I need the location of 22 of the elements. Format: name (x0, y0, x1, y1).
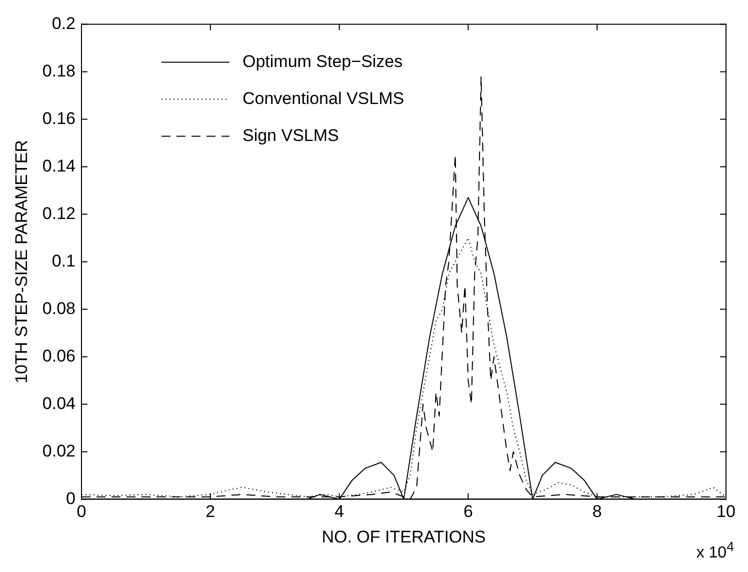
x-tick-label: 10 (716, 502, 736, 522)
y-tick-label: 0.2 (52, 14, 76, 33)
y-tick-label: 0.06 (42, 346, 76, 366)
x-tick-label: 6 (463, 502, 473, 522)
y-tick-label: 0.02 (42, 441, 76, 460)
y-tick-label: 0 (66, 488, 76, 508)
x-tick-label: 2 (206, 502, 216, 522)
y-axis-title: 10TH STEP-SIZE PARAMETER (12, 140, 31, 384)
y-tick-label: 0.1 (52, 251, 76, 270)
y-tick-label: 0.08 (42, 298, 76, 318)
y-tick-label: 0.12 (42, 204, 76, 223)
y-tick-label: 0.18 (42, 61, 76, 80)
y-tick-label: 0.16 (42, 108, 76, 128)
legend-label: Conventional VSLMS (242, 88, 404, 108)
text: x 10$^{4}$ (696, 538, 734, 562)
x-axis-title: NO. OF ITERATIONS (322, 527, 486, 546)
legend-label: Optimum Step−Sizes (242, 52, 403, 71)
y-tick-label: 0.14 (42, 156, 76, 176)
x-tick-label: 8 (592, 502, 602, 522)
y-tick-label: 0.04 (42, 394, 76, 413)
x-tick-label: 4 (334, 502, 344, 522)
legend-label: Sign VSLMS (242, 126, 339, 145)
